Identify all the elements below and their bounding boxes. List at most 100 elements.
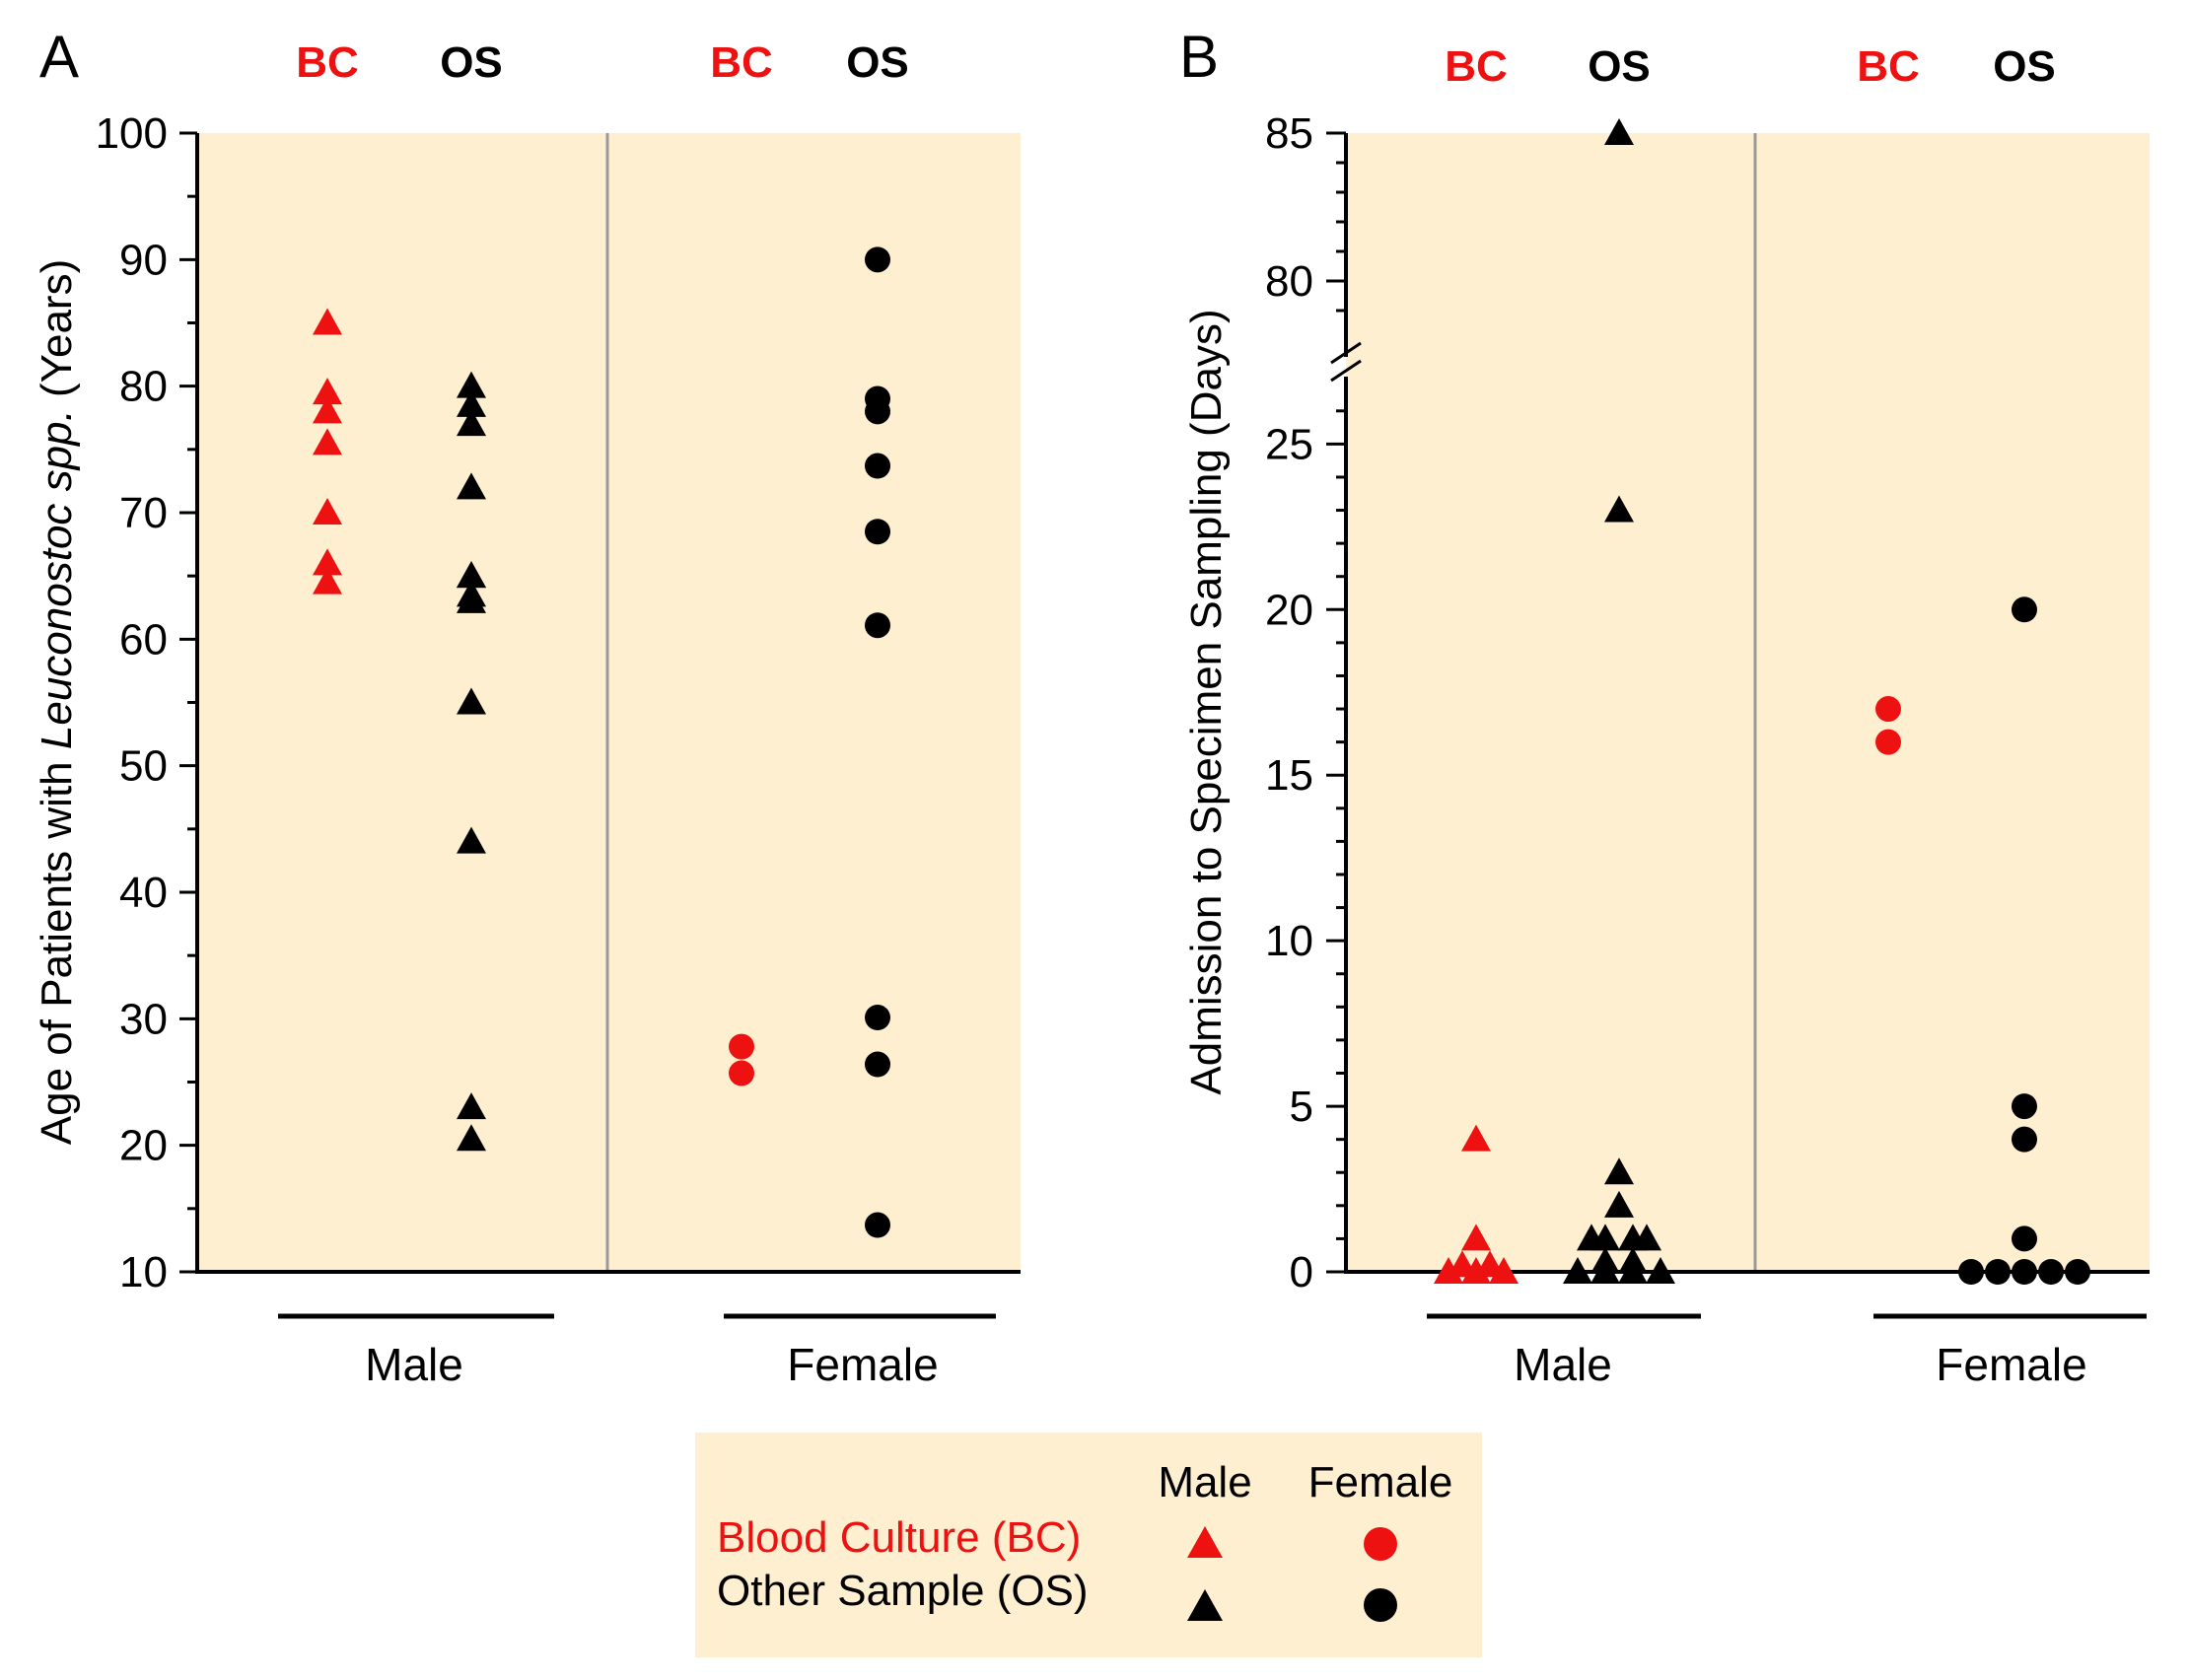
panel-a-tick-label: 20	[119, 1122, 168, 1170]
panel-a-female-os-point	[865, 246, 890, 273]
panel-b-female-bc-point	[1875, 696, 1901, 723]
panel-a-header-male-os: OS	[440, 38, 503, 87]
panel-b-male-os-point	[1563, 1257, 1592, 1284]
panel-a-points	[313, 246, 890, 1238]
panel-a: 10 20 30 40 50 60 70 80 90 100 A BC OS BC OS Age …	[33, 24, 1021, 1390]
panel-b-tick-label: 20	[1265, 586, 1313, 634]
panel-b-male-os-point	[1590, 1257, 1620, 1284]
panel-b-ticks: 0 5 10 15 20 25 80 85	[1265, 109, 1346, 1296]
panel-b-y-axis-label: Admission to Specimen Sampling (Days)	[1182, 309, 1231, 1094]
panel-b-male-bc-point	[1461, 1124, 1491, 1152]
panel-a-tick-label: 30	[119, 995, 168, 1043]
panel-b-male-os-point	[1577, 1224, 1606, 1251]
legend-col-male: Male	[1158, 1458, 1251, 1506]
panel-a-male-os-point	[457, 561, 486, 589]
panel-b-tick-label: 80	[1265, 257, 1313, 306]
panel-a-female-bc-point	[729, 1033, 754, 1060]
panel-b-letter: B	[1179, 24, 1219, 90]
panel-a-tick-label: 60	[119, 615, 168, 664]
panel-b-tick-label: 10	[1265, 917, 1313, 965]
panel-b-female-os-point	[2012, 596, 2037, 623]
panel-b-male-os-point	[1632, 1224, 1661, 1251]
legend: Male Female Blood Culture (BC) Other Sam…	[695, 1433, 1482, 1657]
panel-a-male-os-point	[457, 826, 486, 854]
panel-a-tick-label: 90	[119, 236, 168, 284]
panel-b-female-os-point	[1958, 1259, 1984, 1285]
panel-a-header-female-bc: BC	[710, 38, 773, 87]
panel-b-female-os-point	[2065, 1259, 2090, 1285]
panel-b-tick-label: 15	[1265, 751, 1313, 800]
panel-a-female-bc-point	[729, 1060, 754, 1086]
panel-b-female-os-point	[2038, 1259, 2064, 1285]
panel-a-male-bc-point	[313, 396, 342, 424]
panel-b-male-bc-point	[1461, 1224, 1491, 1251]
panel-a-female-os-point	[865, 1212, 890, 1238]
legend-col-female: Female	[1308, 1458, 1453, 1506]
panel-a-male-bc-point	[313, 308, 342, 335]
panel-b-group-male: Male	[1514, 1339, 1612, 1390]
legend-os-male-triangle	[1187, 1589, 1223, 1621]
panel-a-letter: A	[39, 24, 79, 90]
panel-b-female-os-point	[2012, 1093, 2037, 1120]
panel-b-male-os-point	[1604, 1190, 1634, 1218]
panel-b-tick-label: 5	[1290, 1083, 1313, 1131]
panel-a-group-male: Male	[365, 1339, 463, 1390]
panel-b-male-os-point	[1618, 1257, 1648, 1284]
panel-a-male-os-point	[457, 1124, 486, 1152]
panel-b-header-male-bc: BC	[1445, 42, 1508, 91]
panel-b-male-bc-point	[1434, 1257, 1463, 1284]
panel-a-tick-label: 50	[119, 742, 168, 791]
panel-b-male-os-point	[1604, 1157, 1634, 1185]
panel-b-header-male-os: OS	[1588, 42, 1651, 91]
legend-bc-label: Blood Culture (BC)	[717, 1513, 1081, 1562]
panel-a-male-os-point	[457, 687, 486, 715]
legend-bc-male-triangle	[1187, 1526, 1223, 1558]
panel-b-female-os-point	[2012, 1126, 2037, 1153]
panel-b-female-os-point	[2012, 1225, 2037, 1252]
panel-b-male-os-point	[1604, 118, 1634, 145]
panel-b-male-bc-point	[1489, 1257, 1519, 1284]
panel-a-tick-label: 70	[119, 489, 168, 537]
panel-a-y-axis-label: Age of Patients with Leuconostoc spp. (Y…	[33, 259, 81, 1145]
panel-a-header-female-os: OS	[846, 38, 909, 87]
panel-a-female-os-point	[865, 1005, 890, 1031]
panel-a-tick-label: 80	[119, 363, 168, 411]
panel-a-male-os-point	[457, 409, 486, 437]
panel-a-female-os-point	[865, 1051, 890, 1078]
panel-a-header-male-bc: BC	[296, 38, 359, 87]
panel-a-male-os-point	[457, 389, 486, 417]
panel-b-header-female-os: OS	[1993, 42, 2056, 91]
panel-a-tick-label: 100	[96, 109, 168, 158]
panel-b-tick-label: 85	[1265, 109, 1313, 158]
panel-a-male-bc-point	[313, 567, 342, 595]
legend-os-female-circle	[1364, 1588, 1397, 1622]
panel-a-female-os-point	[865, 453, 890, 479]
panel-a-male-os-point	[457, 371, 486, 398]
panel-a-tick-label: 10	[119, 1248, 168, 1296]
panel-b-axis-break-mark-2	[1330, 359, 1362, 383]
panel-a-male-os-point	[457, 472, 486, 500]
panel-b-points	[1434, 118, 2090, 1285]
panel-a-female-os-point	[865, 398, 890, 425]
panel-a-male-bc-point	[313, 428, 342, 455]
panel-a-male-os-point	[457, 586, 486, 613]
panel-a-male-bc-point	[313, 378, 342, 405]
panel-b-female-os-point	[1985, 1259, 2011, 1285]
panel-b-axis-break-mark-1	[1330, 341, 1362, 365]
panel-b-female-os-point	[2012, 1259, 2037, 1285]
panel-b-male-bc-point	[1461, 1257, 1491, 1284]
panel-b-tick-label: 25	[1265, 420, 1313, 468]
legend-os-label: Other Sample (OS)	[717, 1567, 1089, 1615]
panel-a-group-female: Female	[787, 1339, 938, 1390]
panel-b: 0 5 10 15 20 25 80 85 B BC OS BC OS Admission t…	[1179, 24, 2150, 1390]
panel-b-male-os-point	[1646, 1257, 1675, 1284]
panel-b-tick-label: 0	[1290, 1248, 1313, 1296]
legend-bc-female-circle	[1364, 1527, 1397, 1561]
panel-b-plot-bg	[1346, 133, 2150, 1272]
panel-b-male-os-point	[1604, 495, 1634, 523]
panel-a-female-os-point	[865, 612, 890, 639]
panel-a-male-bc-point	[313, 498, 342, 525]
panel-b-group-female: Female	[1936, 1339, 2086, 1390]
panel-a-ticks: 10 20 30 40 50 60 70 80 90 100	[96, 109, 197, 1296]
